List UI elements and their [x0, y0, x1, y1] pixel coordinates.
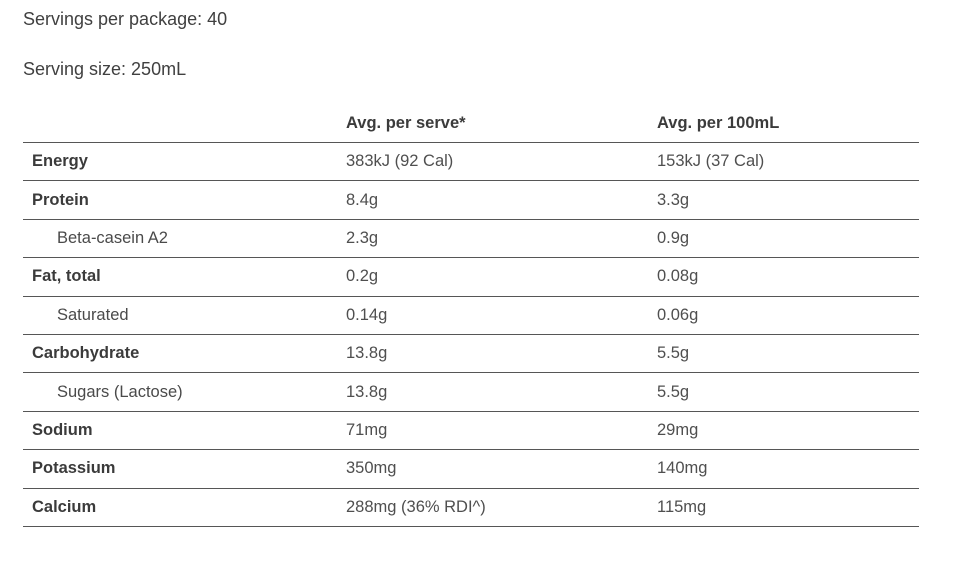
table-row-potassium: Potassium 350mg 140mg: [23, 450, 919, 489]
nutrition-table: Avg. per serve* Avg. per 100mL Energy 38…: [23, 104, 919, 527]
row-label: Protein: [32, 190, 89, 209]
column-header-per-serve: Avg. per serve*: [346, 113, 466, 132]
row-label: Beta-casein A2: [57, 228, 168, 247]
column-header-per-100ml: Avg. per 100mL: [657, 113, 780, 132]
per-100ml-value: 153kJ (37 Cal): [657, 152, 765, 171]
per-100ml-value: 115mg: [657, 497, 707, 516]
table-row-beta-casein-a2: Beta-casein A2 2.3g 0.9g: [23, 220, 919, 259]
per-serve-value: 350mg: [346, 459, 397, 478]
servings-per-package-text: Servings per package: 40: [23, 9, 228, 29]
per-serve-value: 8.4g: [346, 190, 379, 209]
per-100ml-value: 5.5g: [657, 344, 690, 363]
per-serve-value: 13.8g: [346, 344, 388, 363]
table-row-protein: Protein 8.4g 3.3g: [23, 181, 919, 220]
per-100ml-value: 0.08g: [657, 267, 699, 286]
per-100ml-value: 3.3g: [657, 190, 690, 209]
per-serve-value: 0.14g: [346, 305, 388, 324]
per-serve-value: 288mg (36% RDI^): [346, 497, 486, 516]
table-row-sugars-lactose: Sugars (Lactose) 13.8g 5.5g: [23, 373, 919, 412]
per-100ml-value: 5.5g: [657, 382, 690, 401]
row-label: Saturated: [57, 305, 129, 324]
row-label: Energy: [32, 152, 88, 171]
row-label: Potassium: [32, 459, 116, 478]
table-row-carbohydrate: Carbohydrate 13.8g 5.5g: [23, 335, 919, 374]
row-label: Carbohydrate: [32, 344, 140, 363]
per-100ml-value: 29mg: [657, 420, 699, 439]
table-header-row: Avg. per serve* Avg. per 100mL: [23, 104, 919, 143]
table-row-energy: Energy 383kJ (92 Cal) 153kJ (37 Cal): [23, 143, 919, 182]
table-row-calcium: Calcium 288mg (36% RDI^) 115mg: [23, 489, 919, 527]
per-serve-value: 2.3g: [346, 228, 379, 247]
row-label: Sugars (Lactose): [57, 382, 183, 401]
per-100ml-value: 0.06g: [657, 305, 699, 324]
serving-size-text: Serving size: 250mL: [23, 59, 187, 79]
per-serve-value: 383kJ (92 Cal): [346, 152, 454, 171]
table-row-saturated: Saturated 0.14g 0.06g: [23, 297, 919, 335]
per-100ml-value: 140mg: [657, 459, 708, 478]
table-row-sodium: Sodium 71mg 29mg: [23, 412, 919, 451]
per-serve-value: 13.8g: [346, 382, 388, 401]
per-serve-value: 0.2g: [346, 267, 379, 286]
per-serve-value: 71mg: [346, 420, 388, 439]
row-label: Fat, total: [32, 267, 101, 286]
per-100ml-value: 0.9g: [657, 228, 690, 247]
row-label: Calcium: [32, 497, 97, 516]
row-label: Sodium: [32, 420, 93, 439]
table-row-fat-total: Fat, total 0.2g 0.08g: [23, 258, 919, 297]
